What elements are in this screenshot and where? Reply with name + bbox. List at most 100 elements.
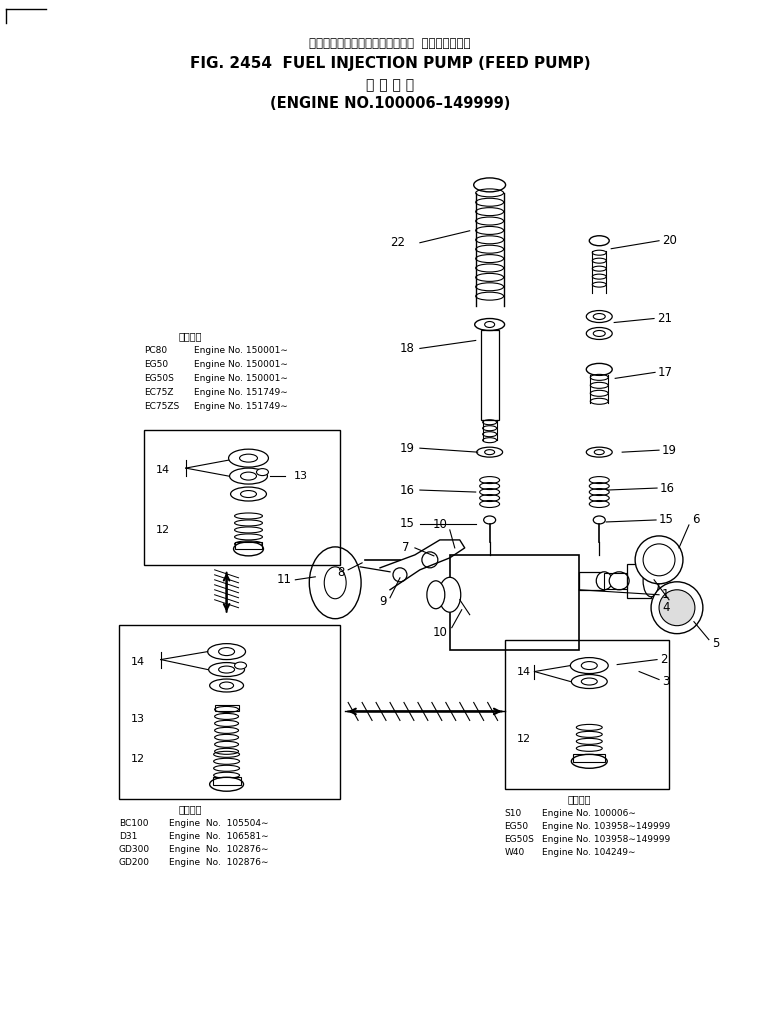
Ellipse shape — [209, 679, 244, 692]
Ellipse shape — [609, 571, 629, 590]
Circle shape — [422, 552, 438, 567]
Ellipse shape — [587, 448, 612, 457]
Ellipse shape — [572, 754, 607, 768]
Text: Engine No. 104249∼: Engine No. 104249∼ — [543, 848, 636, 857]
Bar — [505, 639, 669, 790]
Ellipse shape — [587, 311, 612, 323]
Ellipse shape — [209, 777, 244, 792]
Bar — [627, 564, 651, 598]
Text: Engine No. 151749∼: Engine No. 151749∼ — [194, 388, 287, 397]
Text: フェエルインジェクションポンプ  フィードポンプ: フェエルインジェクションポンプ フィードポンプ — [309, 37, 471, 50]
Ellipse shape — [594, 331, 605, 336]
Text: Engine No. 150001∼: Engine No. 150001∼ — [194, 360, 287, 368]
Circle shape — [651, 582, 703, 633]
Text: BC100: BC100 — [119, 819, 148, 827]
Text: Engine No. 150001∼: Engine No. 150001∼ — [194, 374, 287, 383]
Text: GD300: GD300 — [119, 844, 150, 854]
Text: 11: 11 — [276, 573, 291, 587]
Ellipse shape — [596, 571, 612, 590]
Text: 5: 5 — [711, 637, 719, 651]
Text: 21: 21 — [657, 312, 672, 325]
Circle shape — [393, 567, 407, 582]
Text: (ENGINE NO.100006–149999): (ENGINE NO.100006–149999) — [269, 95, 510, 111]
Text: 8: 8 — [337, 566, 344, 580]
Text: 4: 4 — [662, 601, 669, 614]
Ellipse shape — [475, 319, 505, 331]
Text: 15: 15 — [659, 514, 674, 527]
Ellipse shape — [483, 516, 496, 524]
Text: 12: 12 — [131, 754, 145, 764]
Circle shape — [635, 536, 683, 584]
Ellipse shape — [234, 542, 263, 556]
Text: 18: 18 — [400, 342, 415, 355]
Text: GD200: GD200 — [119, 858, 150, 867]
Bar — [450, 555, 580, 650]
Ellipse shape — [590, 235, 609, 246]
Text: 9: 9 — [380, 595, 387, 608]
Ellipse shape — [324, 566, 346, 599]
Bar — [212, 777, 241, 786]
Text: 16: 16 — [660, 481, 675, 494]
Ellipse shape — [219, 682, 234, 689]
Text: Engine No. 150001∼: Engine No. 150001∼ — [194, 346, 287, 355]
Text: 適 用 号 機: 適 用 号 機 — [366, 78, 414, 92]
Bar — [604, 572, 627, 589]
Text: Engine  No.  102876∼: Engine No. 102876∼ — [169, 858, 269, 867]
Text: 15: 15 — [400, 518, 415, 531]
Ellipse shape — [208, 644, 245, 660]
Ellipse shape — [240, 454, 258, 462]
Ellipse shape — [587, 328, 612, 339]
Text: EC75ZS: EC75ZS — [144, 402, 179, 411]
Text: 適用号機: 適用号機 — [568, 794, 591, 804]
Text: D31: D31 — [119, 831, 137, 840]
Bar — [234, 542, 262, 549]
Bar — [144, 430, 341, 564]
Ellipse shape — [439, 578, 461, 612]
Text: S10: S10 — [505, 809, 522, 818]
Text: 14: 14 — [156, 465, 170, 475]
Text: Engine  No.  106581∼: Engine No. 106581∼ — [169, 831, 269, 840]
Ellipse shape — [594, 314, 605, 320]
Ellipse shape — [427, 581, 445, 609]
Text: Engine No. 103958∼149999: Engine No. 103958∼149999 — [543, 834, 671, 843]
Ellipse shape — [643, 564, 659, 597]
Text: 7: 7 — [402, 541, 410, 554]
Ellipse shape — [241, 490, 256, 497]
Text: EC75Z: EC75Z — [144, 388, 173, 397]
Text: 1: 1 — [662, 589, 669, 601]
Ellipse shape — [234, 662, 247, 669]
Ellipse shape — [594, 450, 604, 455]
Text: EG50: EG50 — [144, 360, 168, 368]
Ellipse shape — [230, 468, 267, 484]
Text: 13: 13 — [294, 471, 308, 481]
Text: Engine No. 100006∼: Engine No. 100006∼ — [543, 809, 637, 818]
Ellipse shape — [474, 178, 505, 192]
Ellipse shape — [587, 363, 612, 376]
Text: PC80: PC80 — [144, 346, 167, 355]
Text: 適用号機: 適用号機 — [179, 804, 202, 814]
Text: FIG. 2454  FUEL INJECTION PUMP (FEED PUMP): FIG. 2454 FUEL INJECTION PUMP (FEED PUMP… — [190, 56, 590, 71]
Text: 6: 6 — [692, 514, 700, 527]
Text: 14: 14 — [516, 667, 530, 677]
Bar — [573, 754, 605, 762]
Ellipse shape — [230, 487, 266, 501]
Circle shape — [659, 590, 695, 625]
Ellipse shape — [572, 675, 607, 688]
Text: 2: 2 — [660, 653, 668, 666]
Ellipse shape — [570, 658, 608, 674]
Text: 17: 17 — [658, 365, 673, 379]
Ellipse shape — [485, 450, 494, 455]
Text: 13: 13 — [131, 715, 145, 725]
Ellipse shape — [581, 678, 597, 685]
Ellipse shape — [241, 472, 256, 480]
Text: EG50S: EG50S — [505, 834, 534, 843]
Ellipse shape — [581, 662, 597, 670]
Text: 10: 10 — [433, 519, 448, 532]
Text: Engine  No.  105504∼: Engine No. 105504∼ — [169, 819, 269, 827]
Ellipse shape — [229, 450, 269, 467]
Text: Engine  No.  102876∼: Engine No. 102876∼ — [169, 844, 269, 854]
Text: 12: 12 — [516, 735, 530, 744]
Text: 14: 14 — [131, 657, 145, 667]
Bar — [480, 331, 498, 420]
Circle shape — [643, 544, 675, 576]
